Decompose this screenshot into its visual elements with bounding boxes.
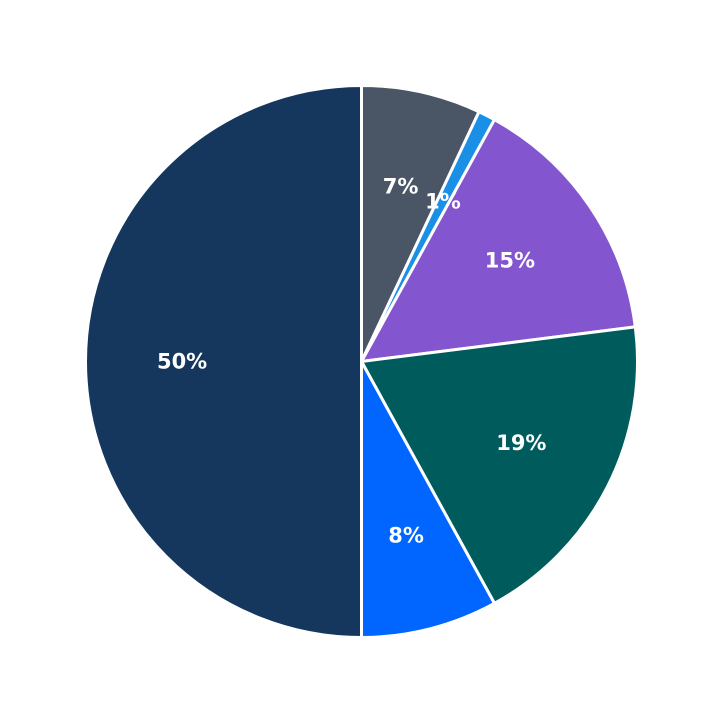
pie-slice	[360, 325, 639, 605]
pie-slice	[360, 84, 481, 363]
pie-slice-label: 15%	[485, 249, 535, 273]
pie-slice-label: 50%	[157, 350, 207, 374]
pie-slice-label: 8%	[388, 523, 424, 547]
pie-slice	[84, 84, 363, 639]
pie-slice	[360, 118, 637, 363]
pie-slice	[360, 360, 496, 639]
pie-slice-label: 1%	[425, 190, 461, 214]
pie-slice-labels: 7%1% 15% 19% 8% 50%	[157, 174, 547, 547]
pie-slice-label: 7%	[383, 174, 419, 198]
pie-slice-label: 19%	[496, 431, 546, 455]
pie-slices	[84, 84, 639, 639]
